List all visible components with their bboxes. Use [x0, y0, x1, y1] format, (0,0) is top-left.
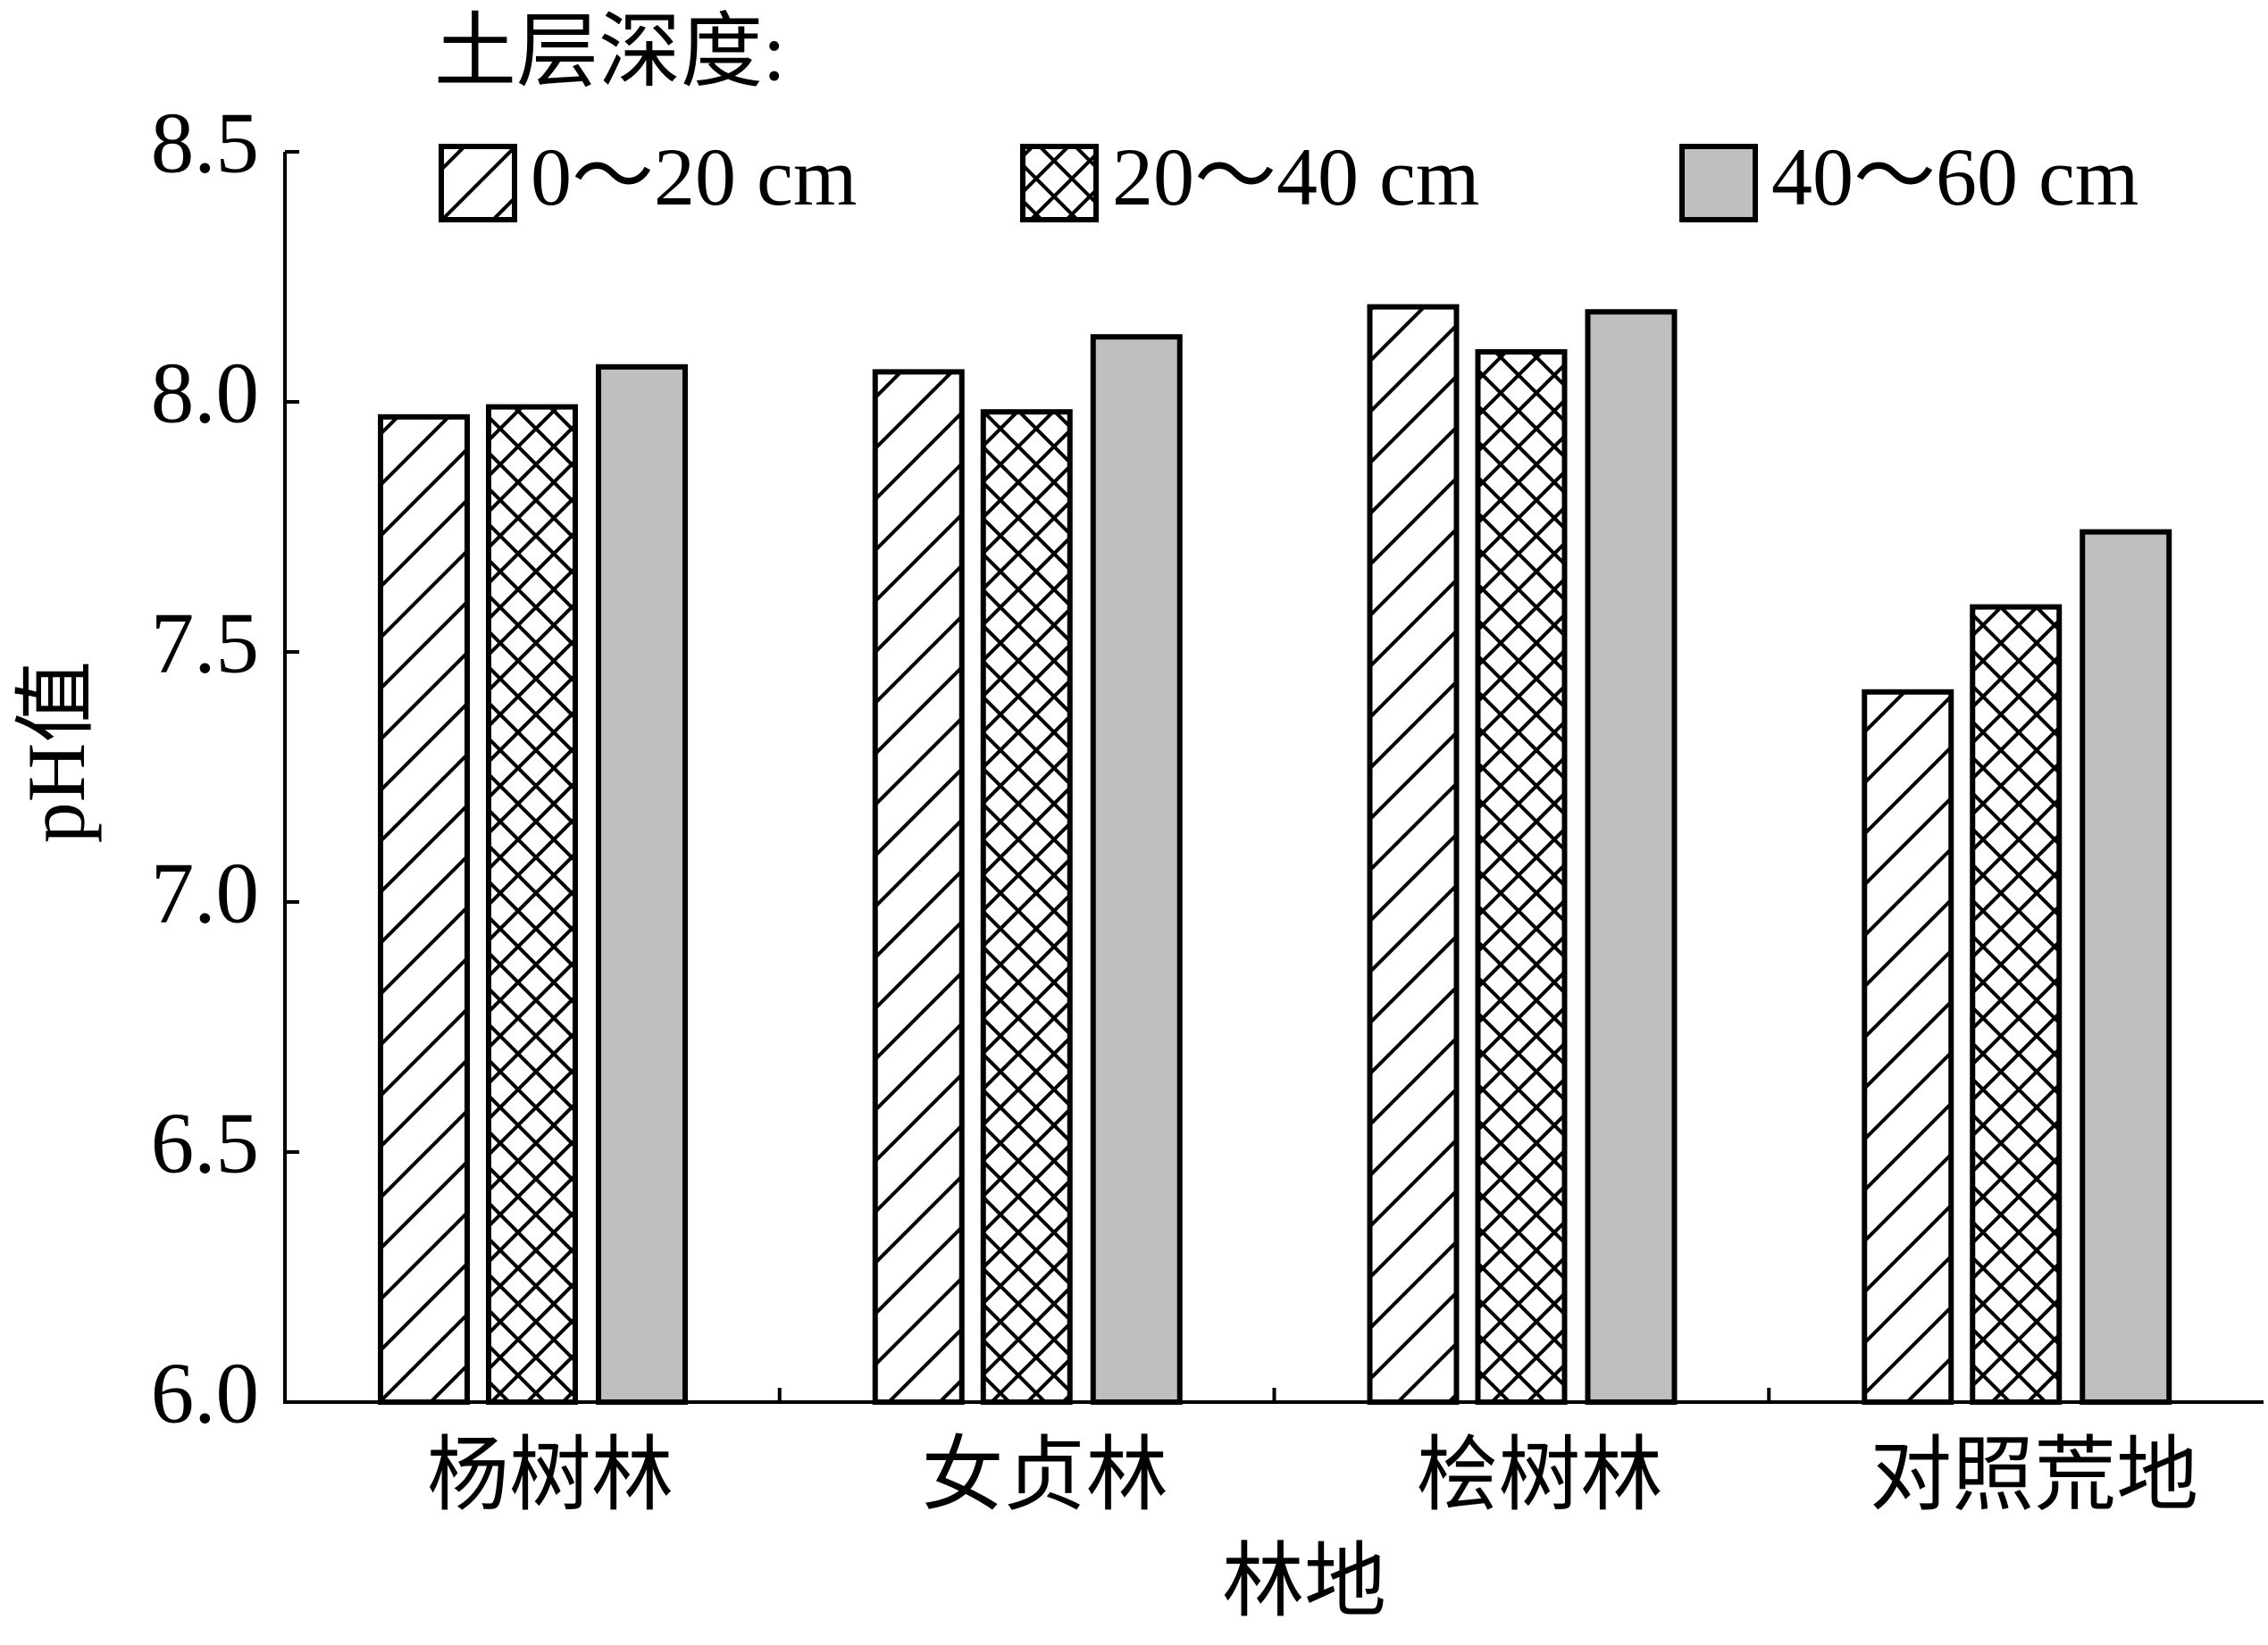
bar — [1585, 309, 1678, 1406]
bar — [596, 363, 688, 1405]
y-tick-label: 8.5 — [151, 95, 259, 190]
bar — [1970, 604, 2063, 1405]
bar — [378, 413, 470, 1405]
legend-swatch — [1020, 144, 1099, 222]
x-tick-label: 对照荒地 — [1870, 1430, 2198, 1521]
y-tick-label: 7.0 — [151, 845, 259, 940]
legend-swatch — [439, 144, 517, 222]
x-axis-label: 林地 — [1222, 1536, 1386, 1627]
y-tick-label: 7.5 — [151, 595, 259, 690]
bar — [1367, 304, 1460, 1406]
legend-swatch — [1679, 144, 1758, 222]
bar — [1475, 349, 1568, 1405]
legend-label: 0～20 cm — [531, 131, 857, 222]
bar — [872, 369, 965, 1405]
bar — [1862, 689, 1954, 1405]
legend-title: 土层深度: — [434, 6, 786, 97]
y-axis-label: pH值 — [11, 661, 102, 843]
legend-label: 20～40 cm — [1112, 131, 1479, 222]
x-tick-label: 女贞林 — [922, 1430, 1168, 1521]
x-tick-label: 桧树林 — [1416, 1430, 1662, 1521]
x-tick-label: 杨树林 — [427, 1430, 674, 1521]
bar — [1090, 334, 1183, 1406]
bar — [486, 404, 578, 1406]
y-tick-label: 6.0 — [151, 1345, 259, 1440]
y-tick-label: 6.5 — [151, 1095, 259, 1190]
y-tick-label: 8.0 — [151, 345, 259, 440]
bar — [980, 409, 1073, 1406]
legend-label: 40～60 cm — [1771, 131, 2138, 222]
bar — [2080, 529, 2172, 1405]
